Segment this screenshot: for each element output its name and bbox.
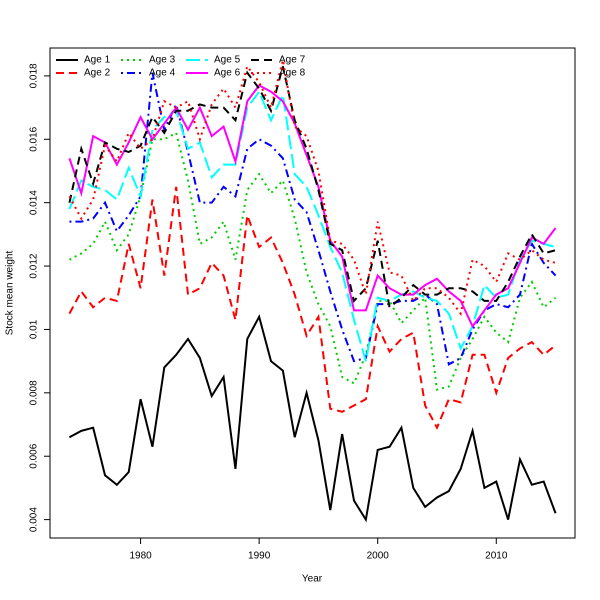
series-line — [68, 186, 557, 431]
x-tick-label: 1980 — [129, 551, 152, 562]
x-tick-label: 2010 — [485, 551, 508, 562]
series-line — [68, 314, 557, 523]
legend-label: Age 8 — [279, 68, 306, 79]
legend-label: Age 3 — [149, 55, 176, 66]
y-tick-label: 0.012 — [29, 253, 40, 278]
plot-frame — [49, 47, 576, 539]
y-axis-label: Stock mean weight — [5, 251, 16, 336]
legend-label: Age 6 — [214, 68, 241, 79]
x-axis-label: Year — [302, 574, 323, 585]
y-tick-label: 0.016 — [29, 126, 40, 151]
x-tick-label: 2000 — [367, 551, 390, 562]
y-tick-label: 0.006 — [29, 443, 40, 468]
legend-label: Age 2 — [84, 68, 111, 79]
legend-label: Age 5 — [214, 55, 241, 66]
y-tick-label: 0.018 — [29, 63, 40, 88]
y-tick-label: 0.01 — [29, 319, 40, 339]
legend-label: Age 1 — [84, 55, 111, 66]
y-tick-label: 0.008 — [29, 380, 40, 405]
legend-label: Age 4 — [149, 68, 176, 79]
series-line — [68, 131, 557, 391]
series-line — [68, 66, 556, 310]
x-tick-label: 1990 — [248, 551, 271, 562]
y-tick-label: 0.014 — [29, 190, 40, 215]
y-tick-label: 0.004 — [29, 507, 40, 532]
series-line — [68, 89, 556, 362]
legend-label: Age 7 — [279, 55, 306, 66]
